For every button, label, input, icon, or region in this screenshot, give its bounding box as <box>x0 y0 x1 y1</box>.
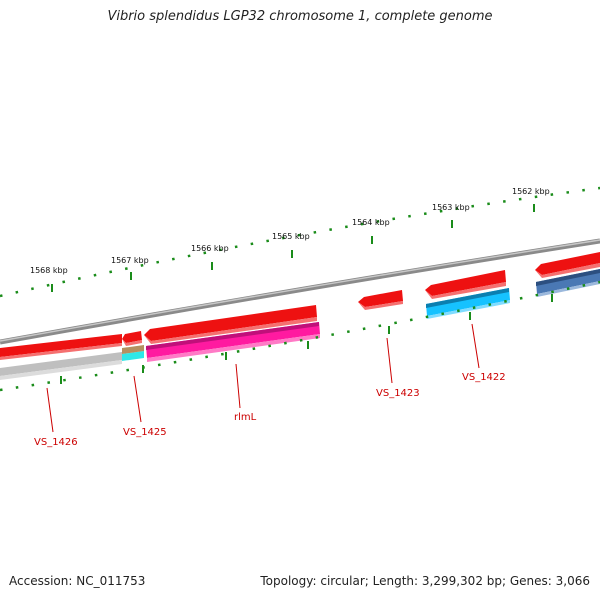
scale-tick-label: 1566 kbp <box>191 244 229 253</box>
gene-bar-cyan-small <box>122 345 144 361</box>
cds-arrow <box>425 270 506 299</box>
cds-arrow <box>535 252 600 278</box>
scale-tick-label: 1565 kbp <box>272 232 310 241</box>
gene-label: rlmL <box>234 412 257 423</box>
leader-line <box>46 387 54 433</box>
leader-line <box>133 375 142 423</box>
scale-tick-label: 1562 kbp <box>512 187 550 196</box>
map-title: Vibrio splendidus LGP32 chromosome 1, co… <box>107 9 493 24</box>
cds-arrow <box>122 331 142 346</box>
forward-strand-genes <box>0 252 600 360</box>
accession-text: Accession: NC_011753 <box>9 574 146 588</box>
scale-tick-label: 1567 kbp <box>111 256 149 265</box>
cds-arrow <box>358 290 403 310</box>
reverse-strand-genes <box>0 269 600 380</box>
cds-arrow <box>144 305 317 344</box>
scale-tick-label: 1568 kbp <box>30 266 68 275</box>
gene-bar-pink <box>146 322 320 362</box>
gene-bar-grey <box>0 352 122 380</box>
inner-scale-ring <box>0 280 600 392</box>
gene-label-leaders <box>46 323 480 433</box>
scale-tick-label: 1564 kbp <box>352 218 390 227</box>
topology-summary: Topology: circular; Length: 3,299,302 bp… <box>260 574 590 588</box>
inner-major-ticks <box>60 294 553 384</box>
gene-label: VS_1423 <box>376 388 420 399</box>
gene-label: VS_1426 <box>34 437 78 448</box>
scale-labels: 1568 kbp 1567 kbp 1566 kbp 1565 kbp 1564… <box>30 187 550 275</box>
cds-arrow <box>0 334 122 360</box>
leader-line <box>471 323 480 369</box>
leader-line <box>235 363 241 409</box>
scale-tick-label: 1563 kbp <box>432 203 470 212</box>
gene-labels: VS_1426 VS_1425 rlmL VS_1423 VS_1422 <box>34 372 506 448</box>
leader-line <box>386 337 393 384</box>
gene-label: VS_1422 <box>462 372 506 383</box>
genome-backbone <box>0 238 600 345</box>
outer-scale-ring <box>0 186 600 298</box>
gene-label: VS_1425 <box>123 427 167 438</box>
scale-major-ticks <box>51 204 535 292</box>
